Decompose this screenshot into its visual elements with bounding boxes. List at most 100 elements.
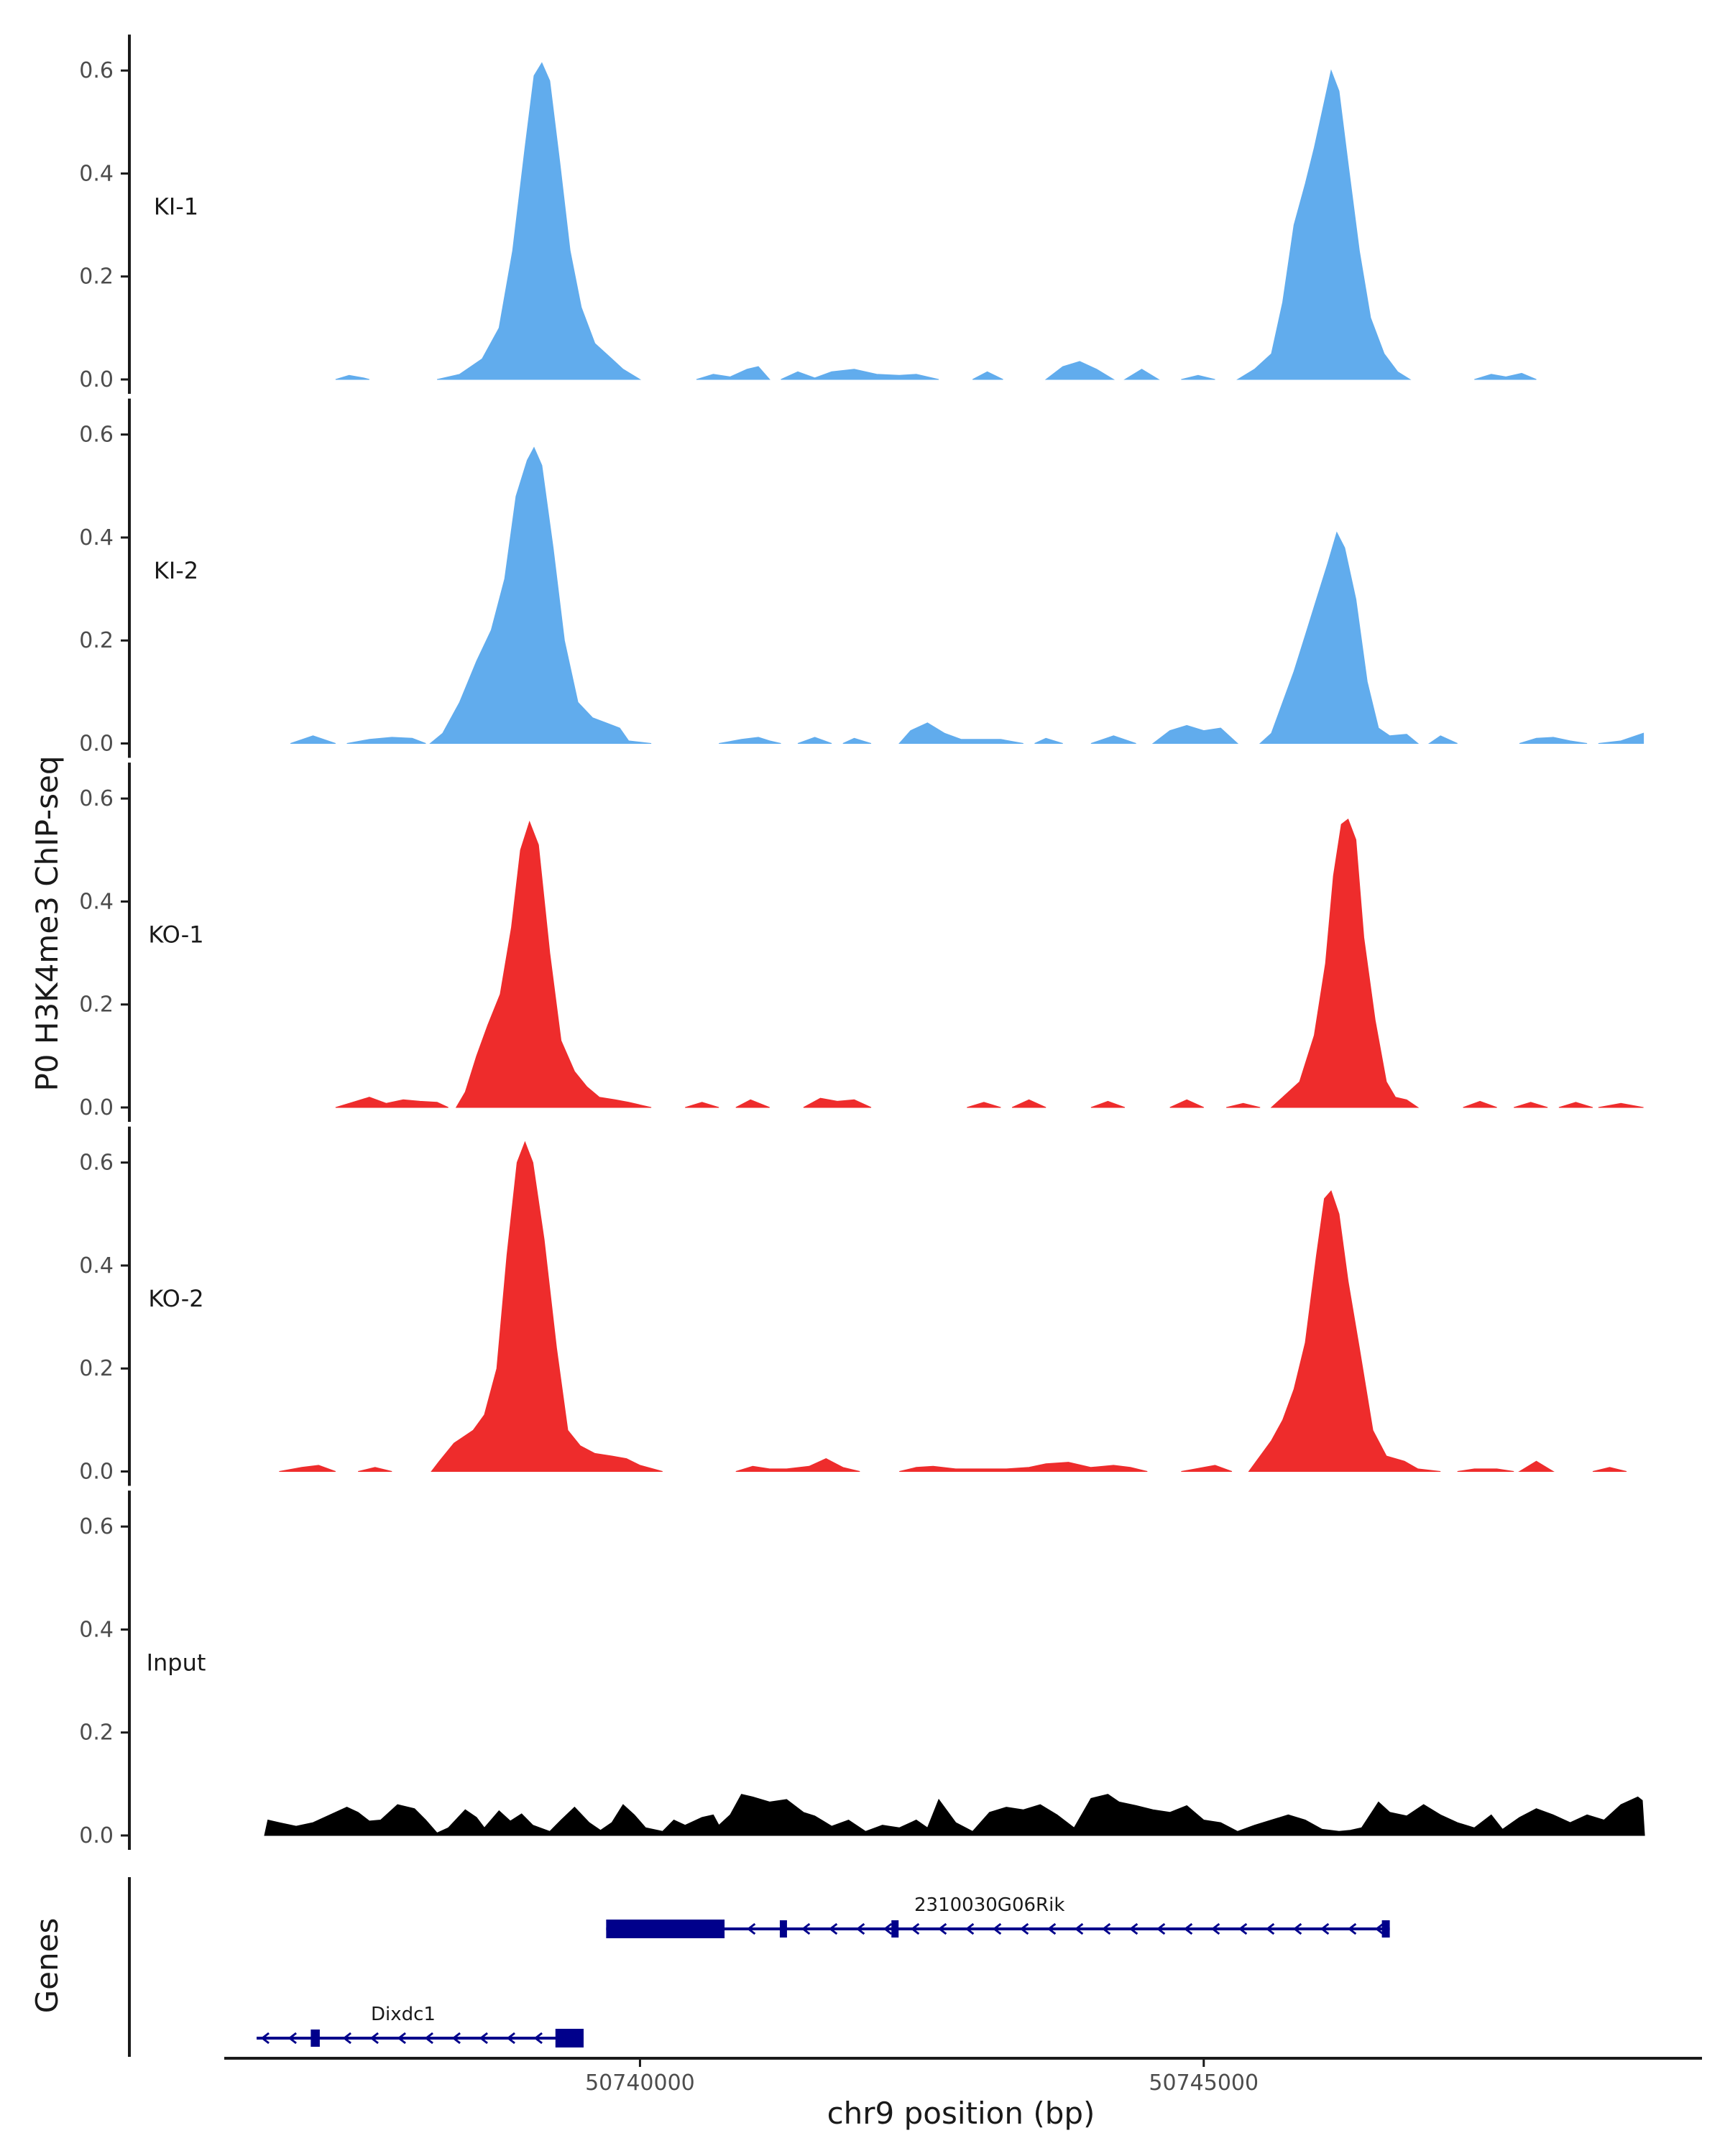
strand-arrow (965, 1922, 975, 1935)
strand-arrow (288, 2032, 297, 2045)
strand-arrow (424, 2032, 433, 2045)
strand-arrow (1046, 1922, 1057, 1935)
coverage-area (1248, 1190, 1441, 1472)
strand-arrow (369, 2032, 379, 2045)
coverage-area (1090, 735, 1136, 744)
x-tick-label: 50745000 (1149, 2070, 1259, 2096)
coverage-area (1518, 1460, 1555, 1472)
coverage-area (781, 369, 939, 380)
y-tick-label: 0.4 (79, 1253, 114, 1279)
coverage-area (1598, 1102, 1644, 1108)
coverage-area (899, 1462, 1148, 1472)
gene-label: Dixdc1 (371, 2004, 436, 2025)
track-label: KO-1 (148, 921, 203, 949)
gene-exon (555, 2029, 584, 2047)
coverage-area (1181, 374, 1215, 380)
strand-arrow (1238, 1922, 1248, 1935)
strand-arrow (1320, 1922, 1330, 1935)
strand-arrow (1101, 1922, 1111, 1935)
strand-arrow (910, 1922, 920, 1935)
genes-axis-title: Genes (29, 1918, 65, 2014)
strand-arrow (1156, 1922, 1166, 1935)
strand-arrow (883, 1922, 893, 1935)
x-tick-label: 50740000 (585, 2070, 695, 2096)
coverage-area (898, 722, 1024, 744)
strand-arrow (828, 1922, 838, 1935)
y-tick-label: 0.4 (79, 889, 114, 914)
coverage-area (290, 735, 336, 744)
y-tick-label: 0.0 (79, 1095, 114, 1120)
coverage-area (1519, 737, 1588, 744)
strand-arrow (1374, 1922, 1384, 1935)
track-panel-KI-2: 0.0 0.2 0.4 0.6 KI-2 (79, 398, 1644, 758)
strand-arrow (533, 2032, 543, 2045)
coverage-area (436, 62, 642, 380)
strand-arrow (1347, 1922, 1357, 1935)
coverage-area (1457, 1468, 1514, 1472)
coverage-area (1151, 724, 1239, 744)
y-tick-label: 0.6 (79, 1151, 114, 1176)
coverage-area (1592, 1467, 1627, 1472)
gene-exon (891, 1920, 899, 1938)
track-panel-KI-1: 0.0 0.2 0.4 0.6 KI-1 (79, 34, 1537, 394)
strand-arrow (1183, 1922, 1193, 1935)
coverage-area (972, 371, 1003, 380)
coverage-area (1270, 818, 1420, 1108)
track-panel-KO-1: 0.0 0.2 0.4 0.6 KO-1 (79, 763, 1644, 1122)
coverage-area (1259, 531, 1420, 744)
coverage-area (1181, 1465, 1233, 1472)
coverage-area (1474, 372, 1537, 380)
y-tick-label: 0.2 (79, 264, 114, 290)
strand-arrow (746, 1922, 756, 1935)
y-tick-label: 0.6 (79, 423, 114, 448)
coverage-area (696, 366, 770, 380)
x-axis-title: chr9 position (bp) (827, 2096, 1095, 2131)
track-label: KI-2 (154, 557, 198, 584)
coverage-area (346, 737, 426, 744)
coverage-area (335, 374, 370, 380)
gene-exon (606, 1920, 725, 1938)
coverage-area (1225, 1102, 1261, 1108)
y-tick-label: 0.4 (79, 1617, 114, 1642)
coverage-area (803, 1097, 872, 1108)
gene-exon (1381, 1920, 1390, 1938)
y-tick-label: 0.4 (79, 525, 114, 550)
coverage-area (1123, 369, 1160, 380)
x-axis: 50740000 50745000 (224, 2057, 1702, 2096)
gene-exon (310, 2030, 320, 2047)
track-label: Input (147, 1649, 206, 1677)
coverage-area (1514, 1102, 1548, 1108)
coverage-area (264, 1794, 1645, 1836)
coverage-area (1463, 1100, 1497, 1108)
coverage-area (1169, 1099, 1205, 1108)
track-panel-KO-2: 0.0 0.2 0.4 0.6 KO-2 (79, 1126, 1627, 1486)
coverage-area (1427, 735, 1458, 744)
gene-model: 2310030G06Rik (606, 1894, 1390, 1938)
coverage-area (1011, 1099, 1046, 1108)
strand-arrow (1019, 1922, 1029, 1935)
y-tick-label: 0.2 (79, 628, 114, 653)
y-tick-label: 0.0 (79, 1823, 114, 1848)
y-tick-label: 0.2 (79, 1356, 114, 1381)
coverage-area (1558, 1102, 1593, 1108)
gene-annotation-track: 2310030G06Rik Dixdc1 (128, 1877, 1390, 2057)
gene-exon (779, 1920, 787, 1938)
strand-arrow (801, 1922, 811, 1935)
strand-arrow (937, 1922, 947, 1935)
coverage-area (1044, 361, 1116, 380)
coverage-area (735, 1099, 770, 1108)
coverage-area (431, 1141, 663, 1472)
strand-arrow (397, 2032, 406, 2045)
gene-label: 2310030G06Rik (914, 1894, 1064, 1916)
y-tick-label: 0.6 (79, 1514, 114, 1539)
y-tick-label: 0.0 (79, 1460, 114, 1485)
coverage-tracks: 0.00.20.40.6KI-10.00.20.40.6KI-20.00.20.… (79, 34, 1645, 1850)
coverage-area (455, 820, 652, 1108)
coverage-area (358, 1467, 392, 1472)
strand-arrow (506, 2032, 515, 2045)
strand-arrow (1210, 1922, 1220, 1935)
coverage-area (1236, 69, 1412, 380)
coverage-area (335, 1097, 448, 1108)
y-tick-label: 0.6 (79, 786, 114, 811)
track-label: KO-2 (148, 1285, 203, 1312)
